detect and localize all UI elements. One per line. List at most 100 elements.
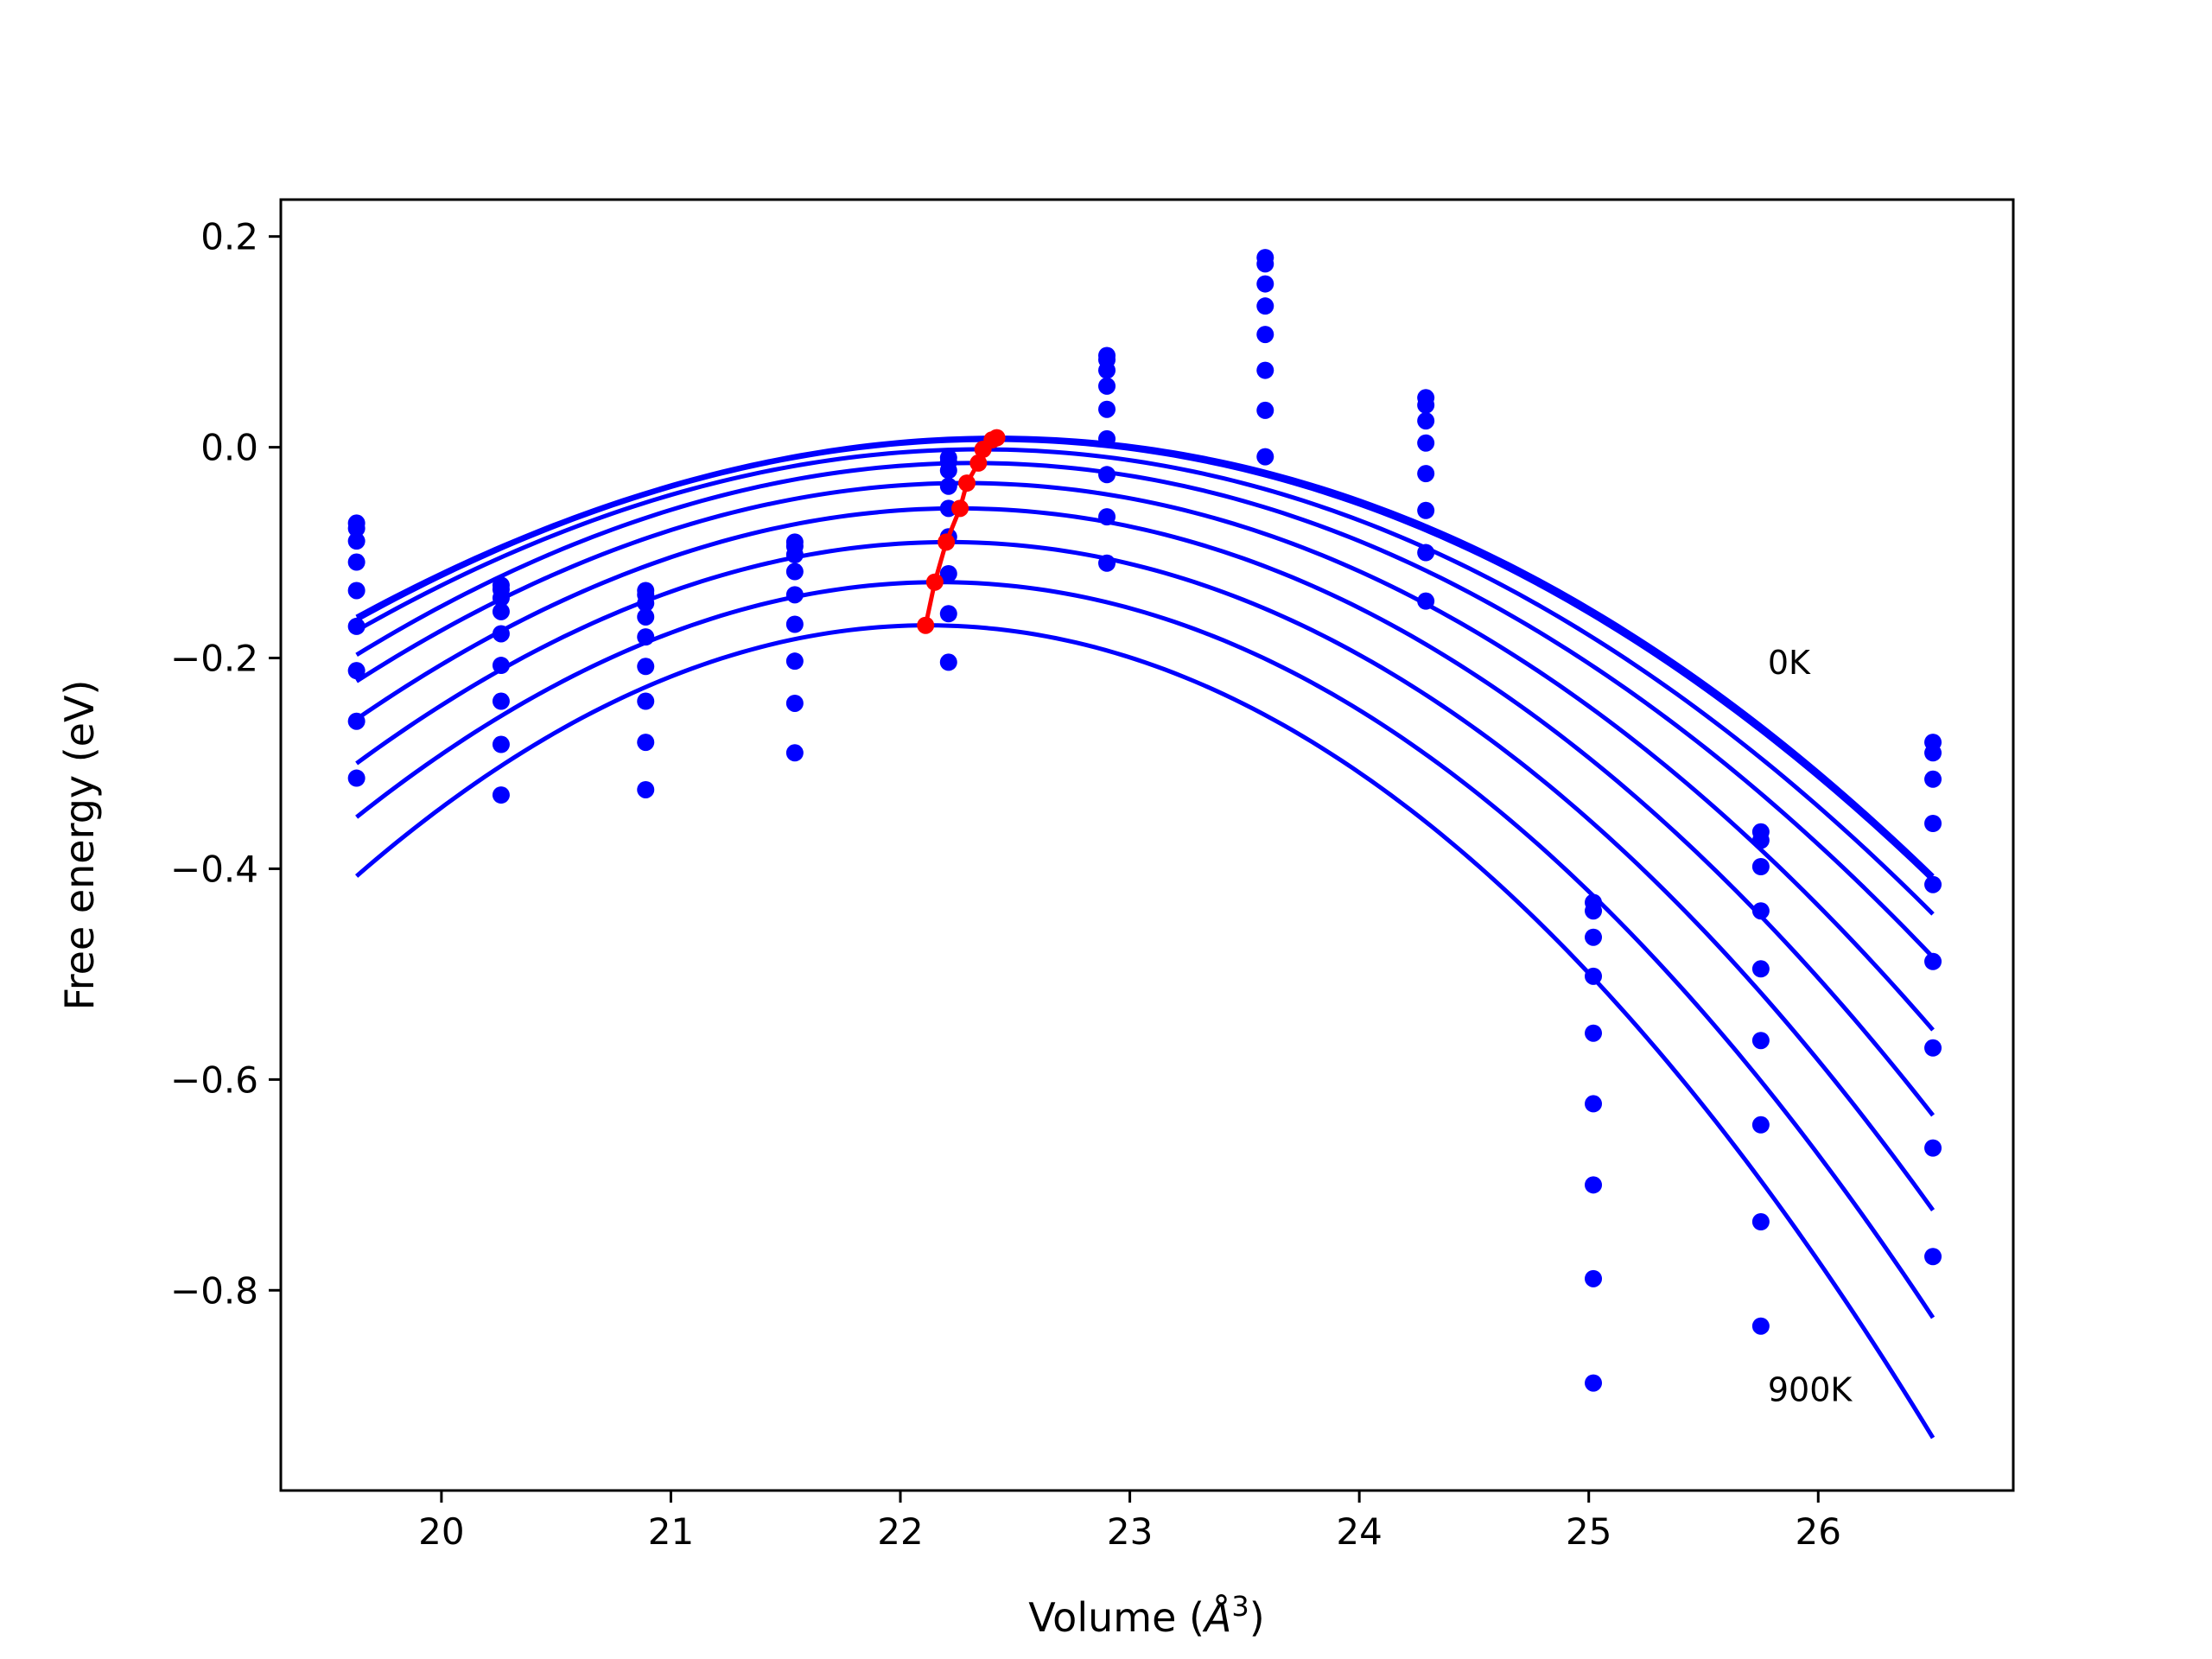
data-point-1-3 [492, 602, 510, 620]
data-point-1-6 [492, 692, 510, 710]
data-point-2-8 [637, 780, 655, 798]
data-point-8-8 [1585, 1374, 1603, 1392]
data-point-6-5 [1256, 361, 1274, 379]
y-tick-label: −0.4 [170, 848, 258, 890]
data-point-8-3 [1585, 967, 1603, 985]
data-point-8-6 [1585, 1176, 1603, 1194]
data-point-0-3 [347, 553, 365, 571]
data-point-8-4 [1585, 1024, 1603, 1042]
data-point-3-8 [785, 744, 804, 762]
data-point-10-5 [1924, 952, 1942, 970]
data-point-10-2 [1924, 770, 1942, 788]
data-point-0-7 [347, 712, 365, 730]
x-tick-label: 26 [1796, 1510, 1841, 1553]
data-point-6-6 [1256, 401, 1274, 419]
data-point-10-3 [1924, 815, 1942, 832]
data-point-2-6 [637, 692, 655, 710]
minimum-point-4 [958, 474, 976, 493]
data-point-1-7 [492, 735, 510, 753]
data-point-0-6 [347, 662, 365, 680]
fit-curve-1 [355, 437, 1935, 882]
fit-curve-5 [355, 505, 1936, 1117]
data-point-10-8 [1924, 1248, 1942, 1266]
data-point-10-6 [1924, 1039, 1942, 1057]
y-tick-label: 0.0 [200, 427, 258, 469]
data-point-3-5 [785, 615, 804, 633]
data-point-9-1 [1751, 831, 1770, 849]
fit-curve-2 [355, 447, 1935, 916]
data-point-7-2 [1417, 412, 1435, 430]
data-point-5-6 [1098, 466, 1116, 484]
plot-content [347, 249, 1942, 1440]
data-point-2-4 [637, 628, 655, 646]
data-point-3-3 [785, 563, 804, 581]
data-point-4-2 [939, 461, 957, 480]
data-point-1-2 [492, 589, 510, 607]
data-point-7-7 [1417, 592, 1435, 610]
data-point-2-3 [637, 607, 655, 626]
data-point-10-7 [1924, 1139, 1942, 1157]
fit-curve-6 [355, 539, 1936, 1212]
data-point-6-2 [1256, 275, 1274, 293]
minimum-point-6 [938, 533, 956, 551]
y-tick-label: 0.2 [200, 216, 258, 258]
fit-curve-7 [355, 580, 1936, 1319]
minimum-point-5 [951, 499, 969, 518]
data-point-3-2 [785, 546, 804, 563]
axes-frame [279, 198, 2015, 1492]
data-point-9-2 [1751, 858, 1770, 875]
data-point-1-5 [492, 657, 510, 675]
x-tick-label: 20 [418, 1510, 464, 1553]
data-point-5-5 [1098, 429, 1116, 448]
data-point-4-7 [939, 605, 957, 623]
data-point-3-4 [785, 586, 804, 604]
fit-curve-4 [355, 480, 1935, 1032]
minimum-point-8 [917, 616, 935, 634]
data-point-7-5 [1417, 501, 1435, 519]
data-point-0-8 [347, 769, 365, 787]
x-axis-ticks: 20 21 22 23 24 25 26 [418, 1491, 1841, 1553]
data-point-4-6 [939, 564, 957, 582]
data-point-6-1 [1256, 255, 1274, 273]
data-point-2-5 [637, 658, 655, 676]
data-point-5-7 [1098, 508, 1116, 526]
y-tick-label: −0.6 [170, 1058, 258, 1101]
data-point-6-3 [1256, 297, 1274, 315]
minimum-point-3 [969, 454, 988, 472]
data-point-9-8 [1751, 1317, 1770, 1335]
annotations: 0K 900K [1768, 644, 1853, 1409]
data-point-1-8 [492, 786, 510, 804]
x-tick-label: 21 [648, 1510, 694, 1553]
data-point-4-3 [939, 477, 957, 495]
data-point-8-5 [1585, 1095, 1603, 1113]
data-point-7-3 [1417, 434, 1435, 452]
data-point-8-1 [1585, 902, 1603, 920]
data-point-10-1 [1924, 744, 1942, 762]
data-point-9-5 [1751, 1032, 1770, 1050]
data-point-0-4 [347, 582, 365, 600]
data-point-5-2 [1098, 361, 1116, 379]
fit-curve-3 [355, 461, 1935, 959]
data-point-9-4 [1751, 960, 1770, 978]
data-point-5-3 [1098, 377, 1116, 395]
data-point-0-2 [347, 532, 365, 550]
data-point-3-7 [785, 694, 804, 712]
x-tick-label: 22 [877, 1510, 923, 1553]
data-point-7-6 [1417, 543, 1435, 562]
data-point-9-6 [1751, 1116, 1770, 1134]
x-axis-label: Volume (Å3) [1028, 1590, 1264, 1641]
data-point-9-3 [1751, 902, 1770, 920]
x-tick-label: 24 [1336, 1510, 1382, 1553]
data-point-9-7 [1751, 1213, 1770, 1230]
data-point-2-2 [637, 594, 655, 613]
data-point-0-5 [347, 617, 365, 635]
data-point-1-4 [492, 625, 510, 643]
data-point-10-4 [1924, 875, 1942, 893]
data-point-8-2 [1585, 928, 1603, 946]
y-tick-label: −0.8 [170, 1269, 258, 1312]
annotation-0k: 0K [1768, 644, 1811, 682]
data-point-7-4 [1417, 465, 1435, 483]
y-tick-label: −0.2 [170, 638, 258, 680]
data-point-5-8 [1098, 554, 1116, 572]
